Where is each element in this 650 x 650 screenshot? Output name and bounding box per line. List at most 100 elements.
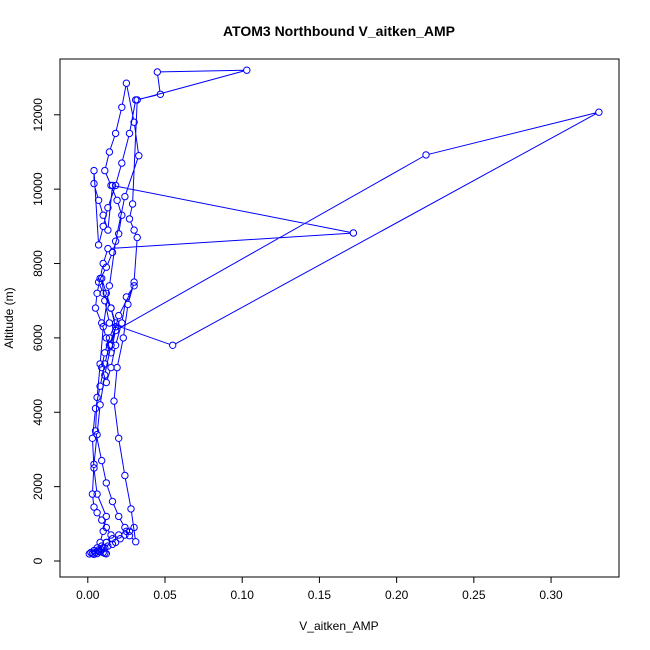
data-point xyxy=(122,293,131,301)
data-point xyxy=(105,334,114,342)
data-point xyxy=(90,179,98,188)
data-point xyxy=(130,278,138,286)
data-point xyxy=(133,233,141,242)
data-point xyxy=(121,192,129,201)
data-point xyxy=(88,490,97,498)
data-point xyxy=(98,274,106,283)
data-point xyxy=(169,341,177,349)
data-point xyxy=(102,550,111,558)
data-point xyxy=(91,304,100,312)
data-point xyxy=(118,159,126,167)
data-point xyxy=(111,237,120,245)
data-point xyxy=(108,181,117,190)
x-tick-label: 0.20 xyxy=(385,588,409,602)
data-point xyxy=(98,319,106,327)
data-point xyxy=(102,378,111,387)
data-point xyxy=(88,434,97,442)
data-point xyxy=(107,531,115,539)
data-point xyxy=(153,68,162,76)
plot-frame xyxy=(59,58,620,578)
data-point xyxy=(130,118,138,126)
data-point xyxy=(105,282,114,290)
data-point xyxy=(98,516,106,524)
data-point xyxy=(113,363,121,372)
data-point xyxy=(102,289,111,297)
data-point xyxy=(107,363,115,372)
data-point xyxy=(111,341,120,349)
data-point xyxy=(122,527,131,535)
x-tick-label: 0.15 xyxy=(308,588,332,602)
data-point xyxy=(125,129,134,138)
y-tick-label: 10000 xyxy=(31,172,45,206)
data-point xyxy=(125,215,134,223)
data-point xyxy=(132,538,140,546)
data-point xyxy=(111,129,120,138)
data-point xyxy=(595,108,603,116)
data-point xyxy=(121,471,129,480)
data-point xyxy=(118,103,126,112)
data-point xyxy=(133,96,141,104)
data-point xyxy=(349,229,358,237)
data-point xyxy=(96,360,104,368)
data-point xyxy=(111,323,120,331)
data-point xyxy=(99,222,107,231)
data-point xyxy=(90,464,98,472)
data-point xyxy=(130,226,138,234)
data-point xyxy=(104,204,112,212)
data-point xyxy=(135,152,143,160)
data-point xyxy=(90,166,98,175)
x-tick-label: 0.10 xyxy=(231,588,255,602)
y-tick-label: 0 xyxy=(31,557,45,564)
y-axis: 0 2000 4000 6000 8000 10000 12000 xyxy=(31,98,61,564)
data-point xyxy=(108,535,117,543)
data-point xyxy=(101,297,109,305)
data-point xyxy=(108,497,117,506)
data-point xyxy=(94,241,103,249)
data-point xyxy=(93,490,101,498)
data-point xyxy=(118,319,126,327)
data-point xyxy=(122,79,131,87)
y-tick-label: 8000 xyxy=(31,250,45,277)
data-point xyxy=(107,304,115,312)
data-point xyxy=(108,248,117,257)
x-tick-label: 0.05 xyxy=(153,588,177,602)
data-point xyxy=(111,181,120,190)
data-point xyxy=(156,90,165,99)
data-point xyxy=(130,523,138,532)
data-point xyxy=(96,401,104,409)
data-point xyxy=(101,371,109,379)
data-point xyxy=(88,549,97,558)
data-point xyxy=(102,479,111,487)
data-point xyxy=(94,196,103,205)
data-point xyxy=(110,397,118,405)
x-axis: 0.00 0.05 0.10 0.15 0.20 0.25 0.30 xyxy=(76,576,563,602)
data-point xyxy=(93,509,101,517)
data-point xyxy=(98,456,106,465)
data-point xyxy=(102,512,111,521)
data-point xyxy=(90,460,98,468)
data-point xyxy=(124,300,132,309)
data-point xyxy=(113,196,121,205)
data-point xyxy=(91,427,100,435)
data-point xyxy=(115,531,123,539)
data-point xyxy=(99,323,107,331)
data-point xyxy=(99,259,107,268)
data-point xyxy=(104,226,112,234)
chart-title: ATOM3 Northbound V_aitken_AMP xyxy=(223,23,455,39)
y-tick-label: 12000 xyxy=(31,98,45,132)
data-point xyxy=(98,363,106,372)
data-point xyxy=(101,349,109,357)
data-point xyxy=(115,311,123,320)
data-point xyxy=(105,319,114,327)
x-axis-label: V_aitken_AMP xyxy=(299,619,378,633)
data-point xyxy=(93,430,101,439)
data-point xyxy=(116,535,124,543)
x-tick-label: 0.30 xyxy=(539,588,563,602)
data-point xyxy=(104,244,112,253)
data-point xyxy=(125,527,134,535)
y-axis-label: Altitude (m) xyxy=(2,287,16,348)
data-point xyxy=(422,151,430,159)
data-point xyxy=(101,166,109,175)
data-point xyxy=(105,148,114,156)
data-point xyxy=(102,334,111,342)
